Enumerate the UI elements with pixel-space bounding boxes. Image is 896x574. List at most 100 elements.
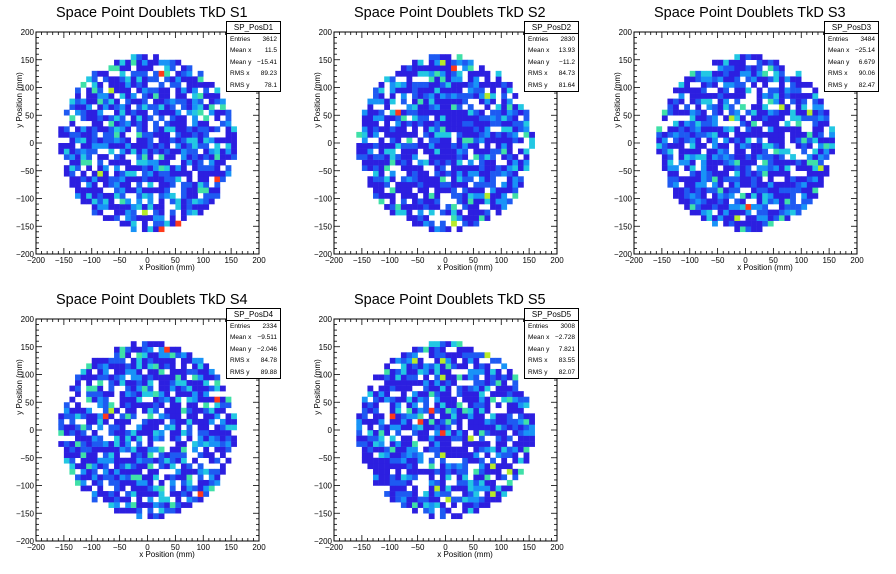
heatmap-cell [501, 98, 508, 105]
heatmap-cell [395, 120, 402, 127]
heatmap-cell [389, 452, 396, 458]
heatmap-cell [197, 391, 204, 397]
heatmap-cell [373, 93, 379, 99]
heatmap-cell [175, 352, 182, 359]
heatmap-cell [512, 109, 519, 116]
heatmap-cell [158, 115, 165, 122]
heatmap-cell [412, 368, 418, 375]
heatmap-cell [395, 81, 402, 88]
heatmap-cell [412, 220, 418, 227]
heatmap-cell [384, 148, 390, 155]
heatmap-cell [434, 491, 441, 497]
heatmap-cell [169, 120, 176, 127]
heatmap-cell [734, 65, 741, 72]
heatmap-cell [80, 137, 87, 144]
heatmap-cell [506, 104, 513, 110]
heatmap-cell [428, 418, 435, 425]
heatmap-cell [745, 154, 752, 160]
heatmap-cell [119, 463, 126, 470]
heatmap-cell [175, 120, 182, 127]
heatmap-cell [69, 424, 76, 431]
heatmap-cell [389, 137, 396, 144]
heatmap-cell [141, 452, 148, 458]
heatmap-cell [473, 115, 480, 122]
heatmap-cell [356, 143, 363, 149]
heatmap-cell [108, 131, 115, 138]
heatmap-cell [512, 402, 519, 409]
heatmap-cell [773, 181, 780, 188]
heatmap-cell [434, 391, 441, 397]
plot-svg: −200 −150 −100 −50 0 50 100 150 200−200−150−100−… [15, 315, 266, 559]
heatmap-cell [378, 192, 385, 199]
heatmap-cell [389, 170, 396, 177]
heatmap-cell [406, 413, 413, 420]
heatmap-cell [490, 131, 496, 138]
stats-label: RMS x [828, 70, 848, 78]
heatmap-cell [91, 126, 98, 133]
heatmap-cell [153, 485, 159, 492]
heatmap-cell [712, 104, 718, 110]
heatmap-cell [164, 126, 171, 133]
heatmap-cell [231, 131, 237, 138]
heatmap-cell [473, 368, 480, 375]
heatmap-cell [192, 120, 198, 127]
heatmap-cell [506, 463, 513, 470]
heatmap-cell [678, 187, 685, 194]
heatmap-cell [412, 65, 418, 72]
heatmap-cell [69, 143, 76, 149]
heatmap-cell [700, 176, 707, 183]
heatmap-cell [778, 181, 785, 188]
heatmap-cell [395, 413, 402, 420]
heatmap-cell [473, 76, 480, 83]
heatmap-cell [462, 346, 469, 353]
heatmap-cell [86, 176, 92, 183]
stats-row: Mean x −9.511 [227, 332, 280, 343]
heatmap-cell [395, 137, 402, 144]
heatmap-cell [186, 159, 193, 166]
heatmap-cell [829, 148, 835, 155]
heatmap-cell [506, 485, 513, 492]
heatmap-cell [395, 479, 402, 486]
heatmap-cell [467, 70, 474, 77]
heatmap-cell [192, 87, 198, 94]
heatmap-cell [756, 87, 763, 94]
heatmap-cell [125, 165, 132, 171]
heatmap-cell [829, 137, 835, 144]
heatmap-cell [130, 430, 137, 436]
heatmap-cell [817, 98, 824, 105]
heatmap-cell [153, 148, 159, 155]
heatmap-cell [517, 391, 524, 397]
heatmap-cell [428, 98, 435, 105]
heatmap-cell [417, 215, 424, 221]
heatmap-cell [745, 65, 752, 72]
heatmap-cell [130, 479, 137, 486]
heatmap-cell [745, 131, 752, 138]
heatmap-cell [517, 402, 524, 409]
heatmap-cell [434, 170, 441, 177]
heatmap-cell [136, 154, 143, 160]
heatmap-cell [678, 176, 685, 183]
heatmap-cell [192, 209, 198, 216]
heatmap-cell [141, 109, 148, 116]
heatmap-cell [812, 109, 819, 116]
heatmap-cell [75, 402, 81, 409]
heatmap-cell [756, 54, 763, 60]
heatmap-cell [136, 391, 143, 397]
heatmap-cell [434, 385, 441, 392]
heatmap-cell [80, 104, 87, 110]
heatmap-cell [801, 137, 808, 144]
heatmap-cell [801, 176, 808, 183]
heatmap-cell [91, 491, 98, 497]
y-tick-label: 50 [323, 398, 332, 407]
heatmap-cell [501, 170, 508, 177]
heatmap-cell [389, 385, 396, 392]
heatmap-cell [739, 104, 746, 110]
heatmap-cell [114, 418, 120, 425]
heatmap-cell [512, 131, 519, 138]
x-tick-label: 0 [145, 543, 150, 552]
heatmap-cell [108, 120, 115, 127]
heatmap-cell [119, 59, 126, 66]
heatmap-cell [478, 98, 485, 105]
heatmap-cell [164, 452, 171, 458]
heatmap-cell [86, 148, 92, 155]
